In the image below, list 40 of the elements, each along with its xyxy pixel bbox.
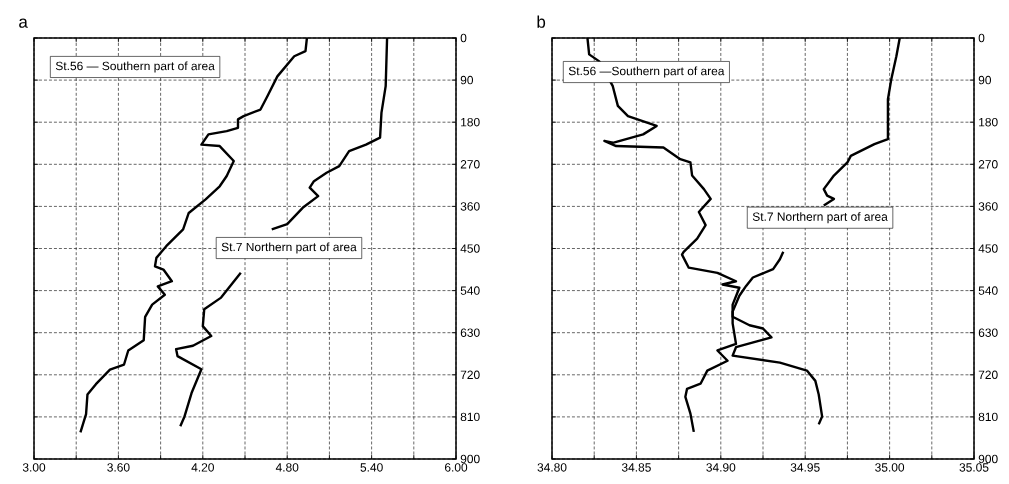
x-tick-label: 34.90 — [706, 463, 736, 472]
y-tick-label: 720 — [978, 370, 998, 380]
y-tick-label: 180 — [979, 117, 998, 127]
x-tick-label: 4.20 — [191, 463, 214, 472]
y-tick-label: 810 — [460, 412, 480, 422]
x-tick-label: 3.00 — [22, 463, 46, 472]
y-tick-label: 900 — [978, 454, 998, 464]
chart-title: b — [537, 15, 546, 28]
annotation: St.56 — Southern part of area — [55, 61, 215, 73]
annotation: St.7 Northern part of area — [752, 212, 888, 224]
annotation: St.56 —Southern part of area — [568, 66, 725, 78]
y-tick-label: 630 — [460, 328, 480, 337]
x-tick-label: 34.95 — [790, 463, 820, 472]
y-tick-label: 540 — [460, 286, 480, 295]
y-tick-label: 90 — [460, 75, 474, 85]
x-tick-label: 35.05 — [959, 463, 989, 472]
y-tick-label: 900 — [460, 454, 480, 464]
annotation: St.7 Northern part of area — [221, 242, 357, 254]
y-tick-label: 270 — [978, 160, 998, 169]
y-tick-label: 540 — [978, 286, 998, 295]
x-tick-label: 35.00 — [875, 463, 905, 472]
y-tick-label: 630 — [978, 328, 998, 337]
y-tick-label: 360 — [460, 202, 480, 211]
y-tick-label: 90 — [978, 75, 992, 85]
x-tick-label: 34.85 — [621, 463, 651, 472]
y-tick-label: 0 — [460, 33, 467, 43]
y-tick-label: 0 — [978, 33, 985, 43]
x-tick-label: 34.80 — [537, 463, 567, 472]
x-tick-label: 4.80 — [275, 463, 299, 472]
x-tick-label: 6.00 — [444, 463, 468, 472]
y-tick-label: 450 — [978, 244, 998, 253]
x-tick-label: 3.60 — [107, 463, 130, 472]
y-tick-label: 360 — [978, 202, 998, 211]
x-tick-label: 5.40 — [360, 463, 383, 472]
y-tick-label: 180 — [461, 117, 480, 127]
y-tick-label: 810 — [978, 412, 998, 422]
y-tick-label: 450 — [460, 244, 480, 253]
y-tick-label: 270 — [460, 160, 480, 169]
y-tick-label: 720 — [460, 370, 480, 380]
chart-title: a — [19, 18, 28, 28]
